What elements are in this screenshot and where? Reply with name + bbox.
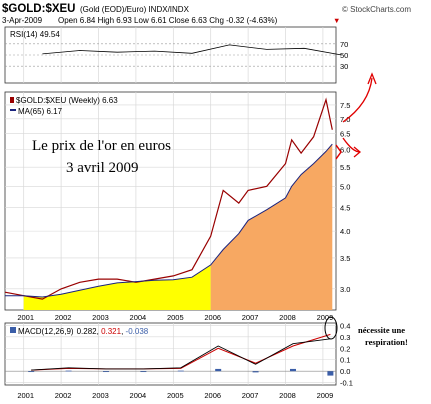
macd-hist-bar — [102, 371, 109, 373]
x-tick-2001: 2001 — [17, 313, 34, 322]
x-tick-2009: 2009 — [317, 313, 334, 322]
macd-tick-0.4: 0.4 — [340, 321, 350, 330]
rsi-label: RSI(14) 49.54 — [10, 30, 60, 39]
macd-hist-bar — [28, 371, 35, 373]
x-tick-2002: 2002 — [55, 391, 72, 400]
x-tick-2001: 2001 — [17, 391, 34, 400]
macd-legend: MACD(12,26,9) 0.282, 0.321, -0.038 — [10, 327, 149, 336]
annotation-side-line2: respiration! — [365, 337, 408, 347]
macd-histogram — [28, 368, 334, 376]
macd-hist-bar — [252, 371, 259, 373]
price-tick-6: 6.0 — [340, 146, 350, 155]
x-tick-2008: 2008 — [279, 313, 296, 322]
ma65-line — [5, 143, 333, 298]
x-tick-2005: 2005 — [167, 313, 184, 322]
macd-tick-0.3: 0.3 — [340, 333, 350, 342]
macd-hist-bar — [327, 371, 334, 376]
macd-sep2: , — [121, 327, 125, 336]
macd-legend-swatch — [10, 327, 16, 333]
price-tick-4: 4.0 — [340, 227, 350, 236]
symbol-title: $GOLD:$XEU — [2, 3, 76, 15]
macd-hist-bar — [289, 368, 296, 372]
rsi-panel: 30 50 70 RSI(14) 49.54 — [4, 26, 348, 84]
annotation-side-line1: nécessite une — [358, 325, 405, 335]
price-tick-3: 3.0 — [340, 285, 350, 294]
macd-tick--0.1: -0.1 — [340, 379, 353, 388]
annotation-title-line1: Le prix de l'or en euros — [32, 138, 171, 154]
x-tick-2007: 2007 — [242, 391, 259, 400]
price-tick-7.5: 7.5 — [340, 101, 350, 110]
ma-legend-swatch — [10, 109, 16, 111]
area-fill-orange — [210, 144, 333, 310]
arrow-layer — [335, 72, 377, 160]
arrow-up-head — [367, 72, 377, 85]
chg-down-marker: ▼ — [333, 16, 340, 25]
macd-label: MACD(12,26,9) 0.282, 0.321, -0.038 — [18, 327, 149, 336]
header-ohlc: Open 6.84 High 6.93 Low 6.61 Close 6.63 … — [58, 16, 278, 25]
price-tick-6.5: 6.5 — [340, 130, 350, 139]
macd-panel: -0.1 0.0 0.1 0.2 0.3 0.4 MACD(12,26,9) 0.282, … — [4, 321, 353, 400]
macd-hist-bar — [215, 368, 222, 372]
symbol-description: (Gold (EOD)/Euro) INDX/INDX — [80, 5, 190, 14]
macd-tick-0: 0.0 — [340, 367, 350, 376]
macd-tick-labels: -0.1 0.0 0.1 0.2 0.3 0.4 — [340, 321, 353, 387]
macd-label-prefix: MACD(12,26,9) — [18, 327, 74, 336]
ma-label: MA(65) 6.17 — [18, 107, 63, 116]
macd-hist-value: -0.038 — [126, 327, 149, 336]
macd-tick-0.1: 0.1 — [340, 356, 350, 365]
price-tick-5: 5.0 — [340, 182, 350, 191]
macd-frame — [4, 322, 337, 386]
x-tick-2009: 2009 — [317, 391, 334, 400]
macd-tick-0.2: 0.2 — [340, 344, 350, 353]
x-tick-2006: 2006 — [204, 313, 221, 322]
macd-grid — [5, 323, 336, 385]
x-tick-2005: 2005 — [167, 391, 184, 400]
x-tick-2002: 2002 — [55, 313, 72, 322]
macd-line — [31, 338, 331, 371]
x-tick-2003: 2003 — [92, 391, 109, 400]
macd-sep1: , — [97, 327, 101, 336]
x-tick-2003: 2003 — [92, 313, 109, 322]
price-tick-3.5: 3.5 — [340, 254, 350, 263]
annotation-title-line2: 3 avril 2009 — [66, 160, 139, 176]
macd-hist-bar — [65, 370, 72, 372]
rsi-tick-50: 50 — [340, 51, 348, 60]
rsi-tick-labels: 30 50 70 — [340, 40, 348, 71]
area-fill-yellow — [23, 264, 211, 310]
macd-value: 0.282 — [77, 327, 98, 336]
arrow-down-curve — [342, 137, 361, 153]
price-tick-7: 7.0 — [340, 115, 350, 124]
x-tick-2006: 2006 — [204, 391, 221, 400]
price-legend-swatch — [10, 97, 14, 103]
price-bars-line — [4, 97, 333, 300]
price-tick-labels: 3.0 3.5 4.0 4.5 5.0 5.5 6.0 6.5 7.0 7.5 — [340, 101, 350, 294]
x-tick-2007: 2007 — [242, 313, 259, 322]
x-tick-2004: 2004 — [130, 313, 147, 322]
price-label: $GOLD:$XEU (Weekly) 6.63 — [16, 96, 118, 105]
red-annotations: nécessite une respiration! — [324, 316, 408, 347]
stockcharts-credit: © StockCharts.com — [342, 5, 411, 14]
x-tick-2004: 2004 — [130, 391, 147, 400]
price-panel: 3.0 3.5 4.0 4.5 5.0 5.5 6.0 6.5 7.0 7.5 $GOLD:$XE… — [4, 91, 350, 322]
x-tick-2008: 2008 — [279, 391, 296, 400]
price-tick-4.5: 4.5 — [340, 203, 350, 212]
rsi-tick-30: 30 — [340, 62, 348, 71]
rsi-grid — [5, 27, 336, 83]
macd-signal-value: 0.321 — [101, 327, 122, 336]
header-date: 3-Apr-2009 — [2, 16, 43, 25]
macd-peak-circle — [324, 316, 338, 340]
price-tick-5.5: 5.5 — [340, 163, 350, 172]
price-x-tick-labels: 2001 2002 2003 2004 2005 2006 2007 2008 2009 — [17, 313, 333, 322]
rsi-tick-70: 70 — [340, 40, 348, 49]
macd-x-tick-labels: 2001 2002 2003 2004 2005 2006 2007 2008 2009 — [17, 391, 333, 400]
macd-hist-bar — [177, 370, 184, 372]
rsi-line — [42, 44, 342, 56]
arrow-down-head — [353, 146, 362, 158]
arrow-right-head — [335, 144, 342, 160]
price-legend: $GOLD:$XEU (Weekly) 6.63 MA(65) 6.17 — [10, 96, 118, 116]
macd-hist-bar — [140, 371, 147, 373]
arrow-up-curve — [342, 77, 373, 123]
